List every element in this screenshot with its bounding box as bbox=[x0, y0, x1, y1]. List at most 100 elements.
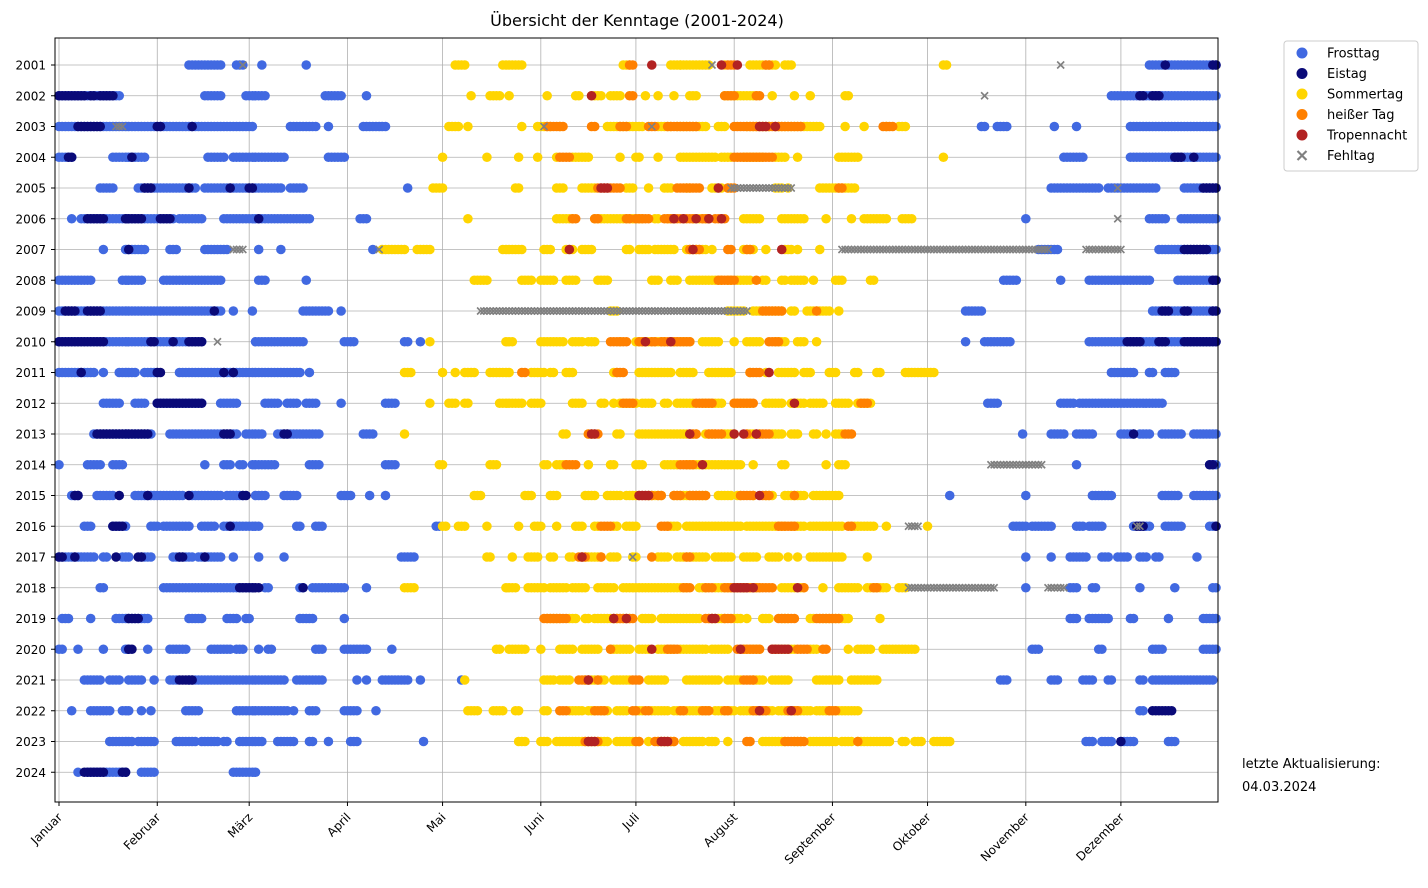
point-sommertag bbox=[558, 336, 568, 347]
point-sommertag bbox=[799, 336, 809, 347]
point-frosttag bbox=[89, 367, 99, 378]
point-heisser-tag bbox=[872, 582, 882, 593]
point-fehltag bbox=[622, 306, 631, 316]
point-fehltag bbox=[574, 306, 583, 316]
point-eistag bbox=[196, 398, 207, 409]
point-heisser-tag bbox=[650, 121, 660, 132]
point-fehltag bbox=[961, 245, 970, 254]
point-frosttag bbox=[307, 613, 318, 624]
point-sommertag bbox=[574, 90, 584, 101]
point-fehltag bbox=[1024, 245, 1034, 254]
point-fehltag bbox=[913, 245, 923, 254]
point-eistag bbox=[228, 367, 239, 378]
point-frosttag bbox=[66, 213, 77, 224]
point-heisser-tag bbox=[685, 582, 695, 593]
legend-label-heisser-tag: heißer Tag bbox=[1327, 108, 1395, 123]
point-fehltag bbox=[742, 183, 751, 193]
point-sommertag bbox=[475, 490, 486, 501]
point-tropennacht bbox=[685, 429, 695, 439]
point-frosttag bbox=[323, 306, 334, 316]
point-frosttag bbox=[1128, 736, 1139, 747]
x-tick-label-april: April bbox=[324, 810, 353, 839]
point-eistag bbox=[1211, 306, 1221, 316]
point-tropennacht bbox=[621, 613, 632, 624]
point-fehltag bbox=[539, 122, 549, 131]
point-frosttag bbox=[317, 521, 327, 532]
point-sommertag bbox=[830, 367, 841, 378]
point-frosttag bbox=[1211, 582, 1221, 593]
point-sommertag bbox=[567, 644, 578, 655]
x-tick-label-oktober: Oktober bbox=[890, 810, 934, 854]
point-fehltag bbox=[932, 245, 942, 254]
point-sommertag bbox=[497, 705, 508, 716]
point-heisser-tag bbox=[846, 521, 857, 532]
point-frosttag bbox=[402, 336, 413, 347]
point-frosttag bbox=[146, 705, 156, 716]
point-eistag bbox=[1211, 183, 1221, 193]
point-fehltag bbox=[891, 245, 900, 254]
point-heisser-tag bbox=[726, 244, 736, 255]
point-sommertag bbox=[507, 552, 518, 562]
point-fehltag bbox=[990, 460, 999, 469]
point-frosttag bbox=[345, 490, 356, 501]
point-sommertag bbox=[780, 152, 790, 163]
point-sommertag bbox=[754, 213, 765, 224]
point-sommertag bbox=[634, 152, 644, 163]
point-eistag bbox=[98, 213, 109, 224]
point-fehltag bbox=[844, 245, 853, 254]
point-frosttag bbox=[215, 60, 226, 70]
point-fehltag bbox=[1009, 245, 1018, 254]
point-frosttag bbox=[231, 613, 242, 624]
point-fehltag bbox=[495, 306, 504, 316]
point-sommertag bbox=[440, 521, 451, 532]
point-frosttag bbox=[1017, 429, 1028, 439]
point-eistag bbox=[282, 429, 293, 439]
point-frosttag bbox=[1150, 183, 1161, 193]
point-sommertag bbox=[875, 367, 885, 378]
legend-marker-tropennacht bbox=[1296, 129, 1308, 141]
point-fehltag bbox=[590, 306, 599, 316]
point-frosttag bbox=[298, 336, 308, 347]
point-frosttag bbox=[1211, 213, 1221, 224]
point-heisser-tag bbox=[694, 183, 705, 193]
point-fehltag bbox=[730, 183, 739, 193]
point-fehltag bbox=[977, 245, 986, 254]
point-sommertag bbox=[757, 675, 768, 685]
point-sommertag bbox=[916, 736, 927, 747]
point-eistag bbox=[1163, 306, 1174, 316]
point-sommertag bbox=[399, 429, 410, 439]
point-fehltag bbox=[885, 245, 894, 254]
point-fehltag bbox=[860, 245, 869, 254]
point-eistag bbox=[95, 121, 106, 132]
point-tropennacht bbox=[669, 213, 679, 224]
point-sommertag bbox=[551, 490, 562, 501]
point-frosttag bbox=[228, 306, 239, 316]
point-tropennacht bbox=[602, 183, 613, 193]
point-eistag bbox=[1201, 244, 1212, 255]
y-tick-label-2020: 2020 bbox=[15, 643, 46, 657]
point-fehltag bbox=[118, 122, 127, 131]
point-sommertag bbox=[615, 152, 625, 163]
point-fehltag bbox=[558, 306, 568, 316]
point-heisser-tag bbox=[846, 429, 857, 439]
point-sommertag bbox=[872, 675, 882, 685]
point-fehltag bbox=[616, 306, 625, 316]
point-frosttag bbox=[310, 705, 321, 716]
point-frosttag bbox=[361, 644, 372, 655]
point-fehltag bbox=[955, 245, 964, 254]
point-sommertag bbox=[662, 398, 673, 409]
point-sommertag bbox=[409, 582, 419, 593]
point-heisser-tag bbox=[685, 552, 695, 562]
point-eistag bbox=[66, 152, 77, 163]
point-heisser-tag bbox=[754, 644, 765, 655]
point-fehltag bbox=[235, 245, 244, 254]
point-tropennacht bbox=[586, 90, 597, 101]
point-frosttag bbox=[1046, 552, 1056, 562]
point-sommertag bbox=[884, 736, 895, 747]
point-frosttag bbox=[336, 90, 346, 101]
y-tick-label-2010: 2010 bbox=[15, 335, 46, 349]
point-fehltag bbox=[587, 306, 596, 316]
point-frosttag bbox=[1176, 429, 1186, 439]
point-fehltag bbox=[929, 583, 938, 592]
point-sommertag bbox=[513, 183, 524, 193]
